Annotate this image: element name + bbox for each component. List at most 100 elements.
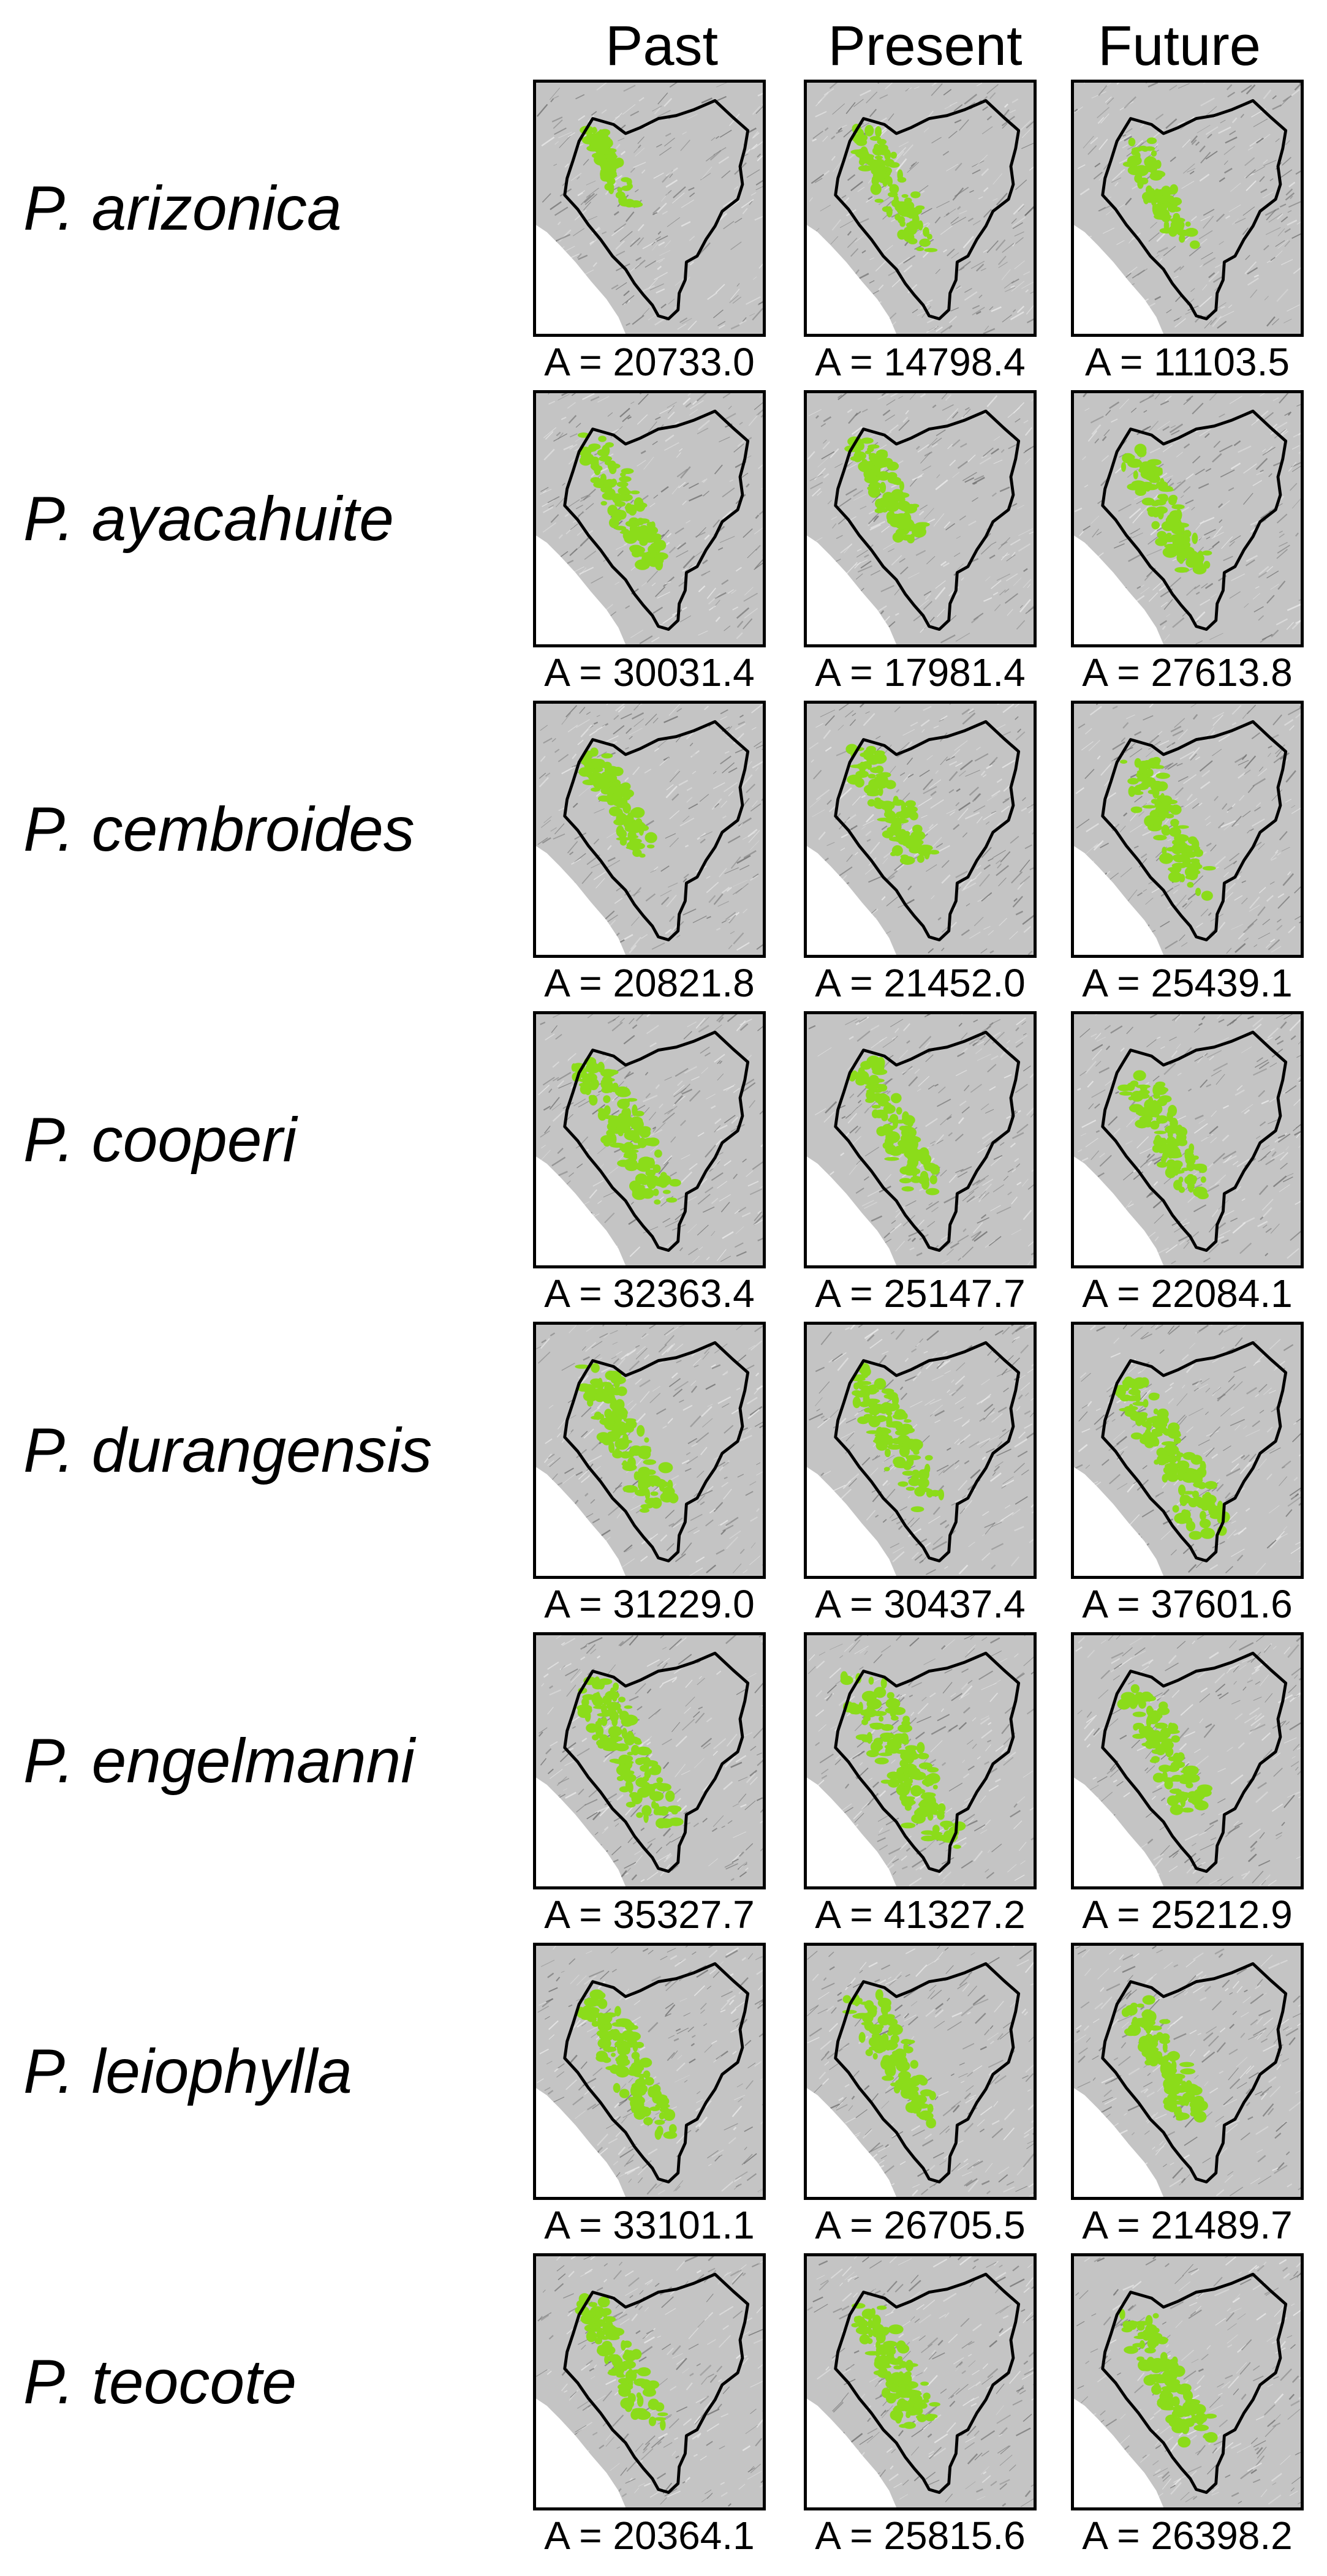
habitat-patch bbox=[604, 154, 618, 159]
habitat-patch bbox=[1138, 783, 1144, 788]
habitat-patch bbox=[1173, 2405, 1185, 2417]
state-boundary bbox=[834, 1030, 1021, 1252]
habitat-patch bbox=[901, 2039, 915, 2044]
habitat-patch bbox=[600, 2042, 611, 2047]
habitat-patch bbox=[1139, 1115, 1153, 1122]
distribution-map bbox=[536, 1325, 763, 1576]
habitat-patch bbox=[905, 2363, 918, 2367]
habitat-patch bbox=[890, 2372, 903, 2382]
habitat-patch bbox=[598, 435, 607, 442]
habitat-patch bbox=[643, 1459, 657, 1465]
habitat-patch bbox=[597, 449, 608, 456]
habitat-patch bbox=[648, 1158, 655, 1169]
habitat-patch bbox=[643, 1787, 651, 1797]
habitat-patch bbox=[599, 1734, 608, 1741]
habitat-patch bbox=[910, 1506, 924, 1512]
habitat-patch bbox=[924, 1469, 929, 1480]
habitat-patch bbox=[582, 1074, 592, 1087]
habitat-patch bbox=[868, 1406, 880, 1415]
habitat-patch bbox=[1128, 137, 1136, 146]
habitat-patch bbox=[906, 503, 917, 510]
habitat-patch bbox=[870, 183, 882, 195]
distribution-map bbox=[807, 1325, 1034, 1576]
habitat-patch bbox=[872, 753, 887, 764]
habitat-patch bbox=[1201, 550, 1212, 556]
habitat-patch bbox=[898, 835, 907, 845]
habitat-patch bbox=[915, 522, 930, 527]
habitat-patch bbox=[1192, 838, 1200, 850]
habitat-patch bbox=[868, 444, 880, 449]
habitat-patch bbox=[864, 450, 871, 454]
habitat-patch bbox=[866, 2005, 877, 2013]
habitat-patch bbox=[1168, 2417, 1184, 2428]
habitat-patch bbox=[1151, 1749, 1162, 1754]
habitat-patch bbox=[602, 2316, 616, 2323]
habitat-patch bbox=[660, 1491, 675, 1503]
species-label: P. teocote bbox=[23, 2347, 297, 2417]
habitat-patch bbox=[858, 1380, 872, 1385]
habitat-patch bbox=[1155, 1081, 1166, 1088]
habitat-patch bbox=[855, 770, 869, 778]
habitat-patch bbox=[1161, 214, 1171, 223]
habitat-patch bbox=[1128, 1388, 1141, 1396]
habitat-patch bbox=[902, 2084, 918, 2095]
habitat-patch bbox=[1167, 1131, 1173, 1139]
habitat-patch bbox=[608, 2356, 614, 2361]
area-value: A = 20364.1 bbox=[544, 2514, 755, 2558]
map-panel-future bbox=[1071, 1011, 1304, 1268]
habitat-patch bbox=[920, 2381, 929, 2386]
habitat-patch bbox=[1153, 1093, 1160, 1099]
habitat-patch bbox=[874, 1757, 889, 1764]
area-value: A = 26398.2 bbox=[1082, 2514, 1293, 2558]
habitat-patch bbox=[1149, 810, 1159, 819]
habitat-patch bbox=[630, 2098, 638, 2109]
habitat-patch bbox=[877, 505, 883, 511]
habitat-patch bbox=[582, 2005, 592, 2014]
habitat-patch bbox=[591, 2021, 600, 2027]
habitat-patch bbox=[1141, 1421, 1151, 1428]
habitat-patch bbox=[921, 2398, 929, 2403]
state-boundary bbox=[1101, 99, 1288, 321]
habitat-patch bbox=[668, 1178, 681, 1187]
habitat-patch bbox=[609, 1758, 621, 1763]
habitat-patch bbox=[659, 2112, 665, 2120]
habitat-patch bbox=[626, 2375, 633, 2384]
habitat-patch bbox=[1193, 2424, 1209, 2431]
ocean-area bbox=[807, 225, 897, 334]
habitat-patch bbox=[896, 2340, 907, 2352]
habitat-patch bbox=[1153, 835, 1167, 841]
habitat-patch bbox=[858, 165, 873, 171]
habitat-patch bbox=[888, 1778, 900, 1788]
habitat-patch bbox=[881, 1388, 894, 1395]
habitat-patch bbox=[599, 796, 613, 802]
distribution-map bbox=[1074, 704, 1301, 955]
habitat-patch bbox=[874, 155, 883, 160]
habitat-patch bbox=[1144, 1437, 1155, 1448]
habitat-patch bbox=[1170, 217, 1185, 223]
habitat-patch bbox=[1133, 2335, 1149, 2340]
habitat-patch bbox=[637, 1445, 652, 1456]
habitat-patch bbox=[592, 1698, 603, 1707]
habitat-patch bbox=[1160, 186, 1172, 198]
habitat-patch bbox=[887, 826, 898, 832]
habitat-patch bbox=[614, 1086, 630, 1097]
habitat-patch bbox=[1125, 454, 1135, 461]
habitat-patch bbox=[579, 456, 592, 466]
habitat-patch bbox=[602, 761, 612, 770]
habitat-patch bbox=[594, 480, 607, 486]
habitat-patch bbox=[608, 185, 614, 195]
habitat-patch bbox=[890, 151, 898, 159]
habitat-patch bbox=[1170, 199, 1182, 205]
habitat-patch bbox=[937, 1803, 946, 1813]
habitat-patch bbox=[651, 2094, 668, 2101]
habitat-patch bbox=[1195, 887, 1201, 896]
habitat-patch bbox=[908, 1768, 917, 1780]
habitat-patch bbox=[610, 164, 617, 175]
habitat-patch bbox=[929, 1175, 937, 1184]
area-value: A = 20733.0 bbox=[544, 340, 755, 384]
habitat-patch bbox=[627, 1157, 633, 1169]
habitat-patch bbox=[872, 2053, 878, 2060]
habitat-patch bbox=[622, 1433, 629, 1445]
area-value: A = 25212.9 bbox=[1082, 1892, 1293, 1937]
habitat-patch bbox=[914, 1486, 926, 1497]
